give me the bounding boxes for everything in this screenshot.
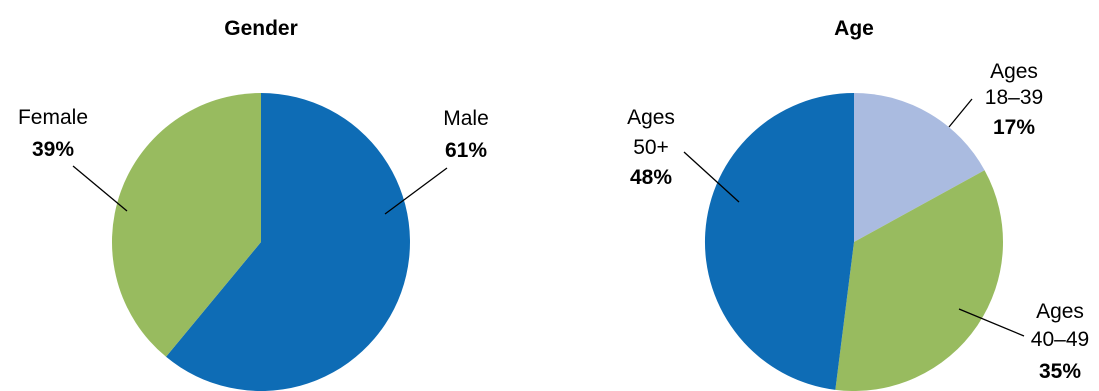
gender-leader-line-female (72, 165, 128, 212)
gender-leader-line-male (384, 167, 448, 215)
gender-chart: Gender Male 61% Female 39% (18, 17, 489, 391)
gender-slice-label-female: Female 39% (18, 106, 88, 161)
age-slice-value-50-plus: 48% (630, 166, 672, 189)
age-slice-label-40-49-line1: Ages (1036, 300, 1084, 323)
age-slice-label-50-plus-line2: 50+ (633, 136, 669, 159)
age-leader-line-50-plus (683, 151, 740, 203)
gender-chart-title: Gender (224, 17, 298, 40)
gender-slice-male (166, 93, 410, 391)
gender-slice-value-male: 61% (445, 139, 487, 162)
age-slice-label-18-39: Ages 18–39 17% (985, 60, 1043, 139)
gender-slice-value-female: 39% (32, 138, 74, 161)
age-slice-label-50-plus: Ages 50+ 48% (627, 106, 675, 189)
gender-slice-female (111, 92, 261, 357)
age-slice-value-40-49: 35% (1039, 360, 1081, 383)
gender-slice-label-male: Male 61% (443, 107, 489, 162)
age-chart-title: Age (834, 17, 874, 40)
age-leader-line-40-49 (958, 308, 1025, 337)
age-slice-label-40-49: Ages 40–49 35% (1031, 300, 1089, 383)
age-leader-line-18-39 (948, 98, 973, 128)
age-slice-ages-40-49 (835, 170, 1003, 391)
age-slice-label-40-49-line2: 40–49 (1031, 328, 1089, 351)
gender-slice-label-female-text: Female (18, 106, 88, 129)
age-slice-label-18-39-line2: 18–39 (985, 86, 1043, 109)
age-slice-label-18-39-line1: Ages (990, 60, 1038, 83)
age-chart: Age Ages 18–39 17% Ages 40–49 35% Ages 5… (627, 17, 1089, 391)
age-slice-value-18-39: 17% (993, 116, 1035, 139)
age-slice-ages-50 (704, 92, 854, 390)
age-slice-ages-18-39 (854, 93, 985, 242)
age-pie (704, 92, 1003, 391)
age-slice-label-50-plus-line1: Ages (627, 106, 675, 129)
gender-slice-label-male-text: Male (443, 107, 489, 130)
gender-pie (111, 92, 410, 391)
